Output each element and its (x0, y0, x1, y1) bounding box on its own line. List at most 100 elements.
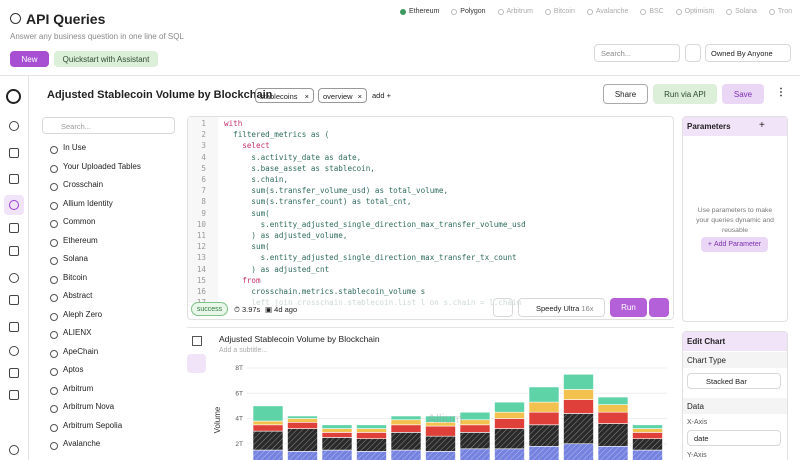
data-label: Data (687, 402, 704, 411)
schema-item[interactable]: Arbitrum Sepolia (63, 420, 123, 430)
chart-view-button[interactable] (187, 354, 206, 373)
new-button[interactable]: New (10, 51, 49, 67)
schema-item[interactable]: ApeChain (63, 346, 99, 356)
code-line: s.activity_date as date, (224, 152, 362, 162)
schema-icon (50, 423, 58, 432)
sort-button[interactable] (685, 44, 701, 62)
schema-item[interactable]: Avalanche (63, 439, 101, 448)
add-tag-label: add (372, 91, 385, 100)
bar-segment (459, 432, 491, 450)
schema-icon (50, 201, 58, 210)
rail-icon[interactable] (9, 346, 19, 356)
bar-segment (425, 451, 456, 460)
run-button[interactable]: Run (610, 298, 647, 317)
chain-option[interactable]: Bitcoin (544, 8, 575, 15)
code-line: with (224, 119, 243, 128)
chain-label: Tron (777, 8, 792, 15)
schema-item[interactable]: Bitcoin (63, 272, 88, 282)
rail-icon[interactable] (9, 322, 19, 332)
bar-segment (356, 451, 387, 460)
y-tick-label: 6T (235, 390, 243, 397)
rail-icon[interactable] (9, 273, 19, 283)
code-line: filtered_metrics as ( (224, 130, 330, 140)
add-tag[interactable]: add + (372, 91, 391, 100)
save-button[interactable]: Save (722, 84, 764, 104)
schema-item[interactable]: Aleph Zero (63, 309, 103, 319)
chain-label: Bitcoin (553, 8, 575, 15)
schema-icon (50, 368, 58, 376)
bar-segment (390, 449, 422, 460)
chain-option[interactable]: Ethereum (400, 8, 439, 15)
chain-option[interactable]: Avalanche (586, 8, 628, 15)
x-axis-dropdown[interactable]: date (687, 430, 781, 446)
rail-icon[interactable] (9, 200, 19, 210)
chain-label: Optimism (684, 8, 715, 15)
schema-item[interactable]: In Use (63, 143, 87, 152)
share-label: Share (614, 89, 637, 99)
bar-segment (252, 424, 284, 432)
schema-item[interactable]: Ethereum (63, 235, 98, 245)
schema-item[interactable]: ALIENX (63, 328, 92, 337)
schema-item[interactable]: Aptos (63, 365, 84, 374)
line-number: 8 (201, 197, 206, 207)
tag[interactable]: overview × (318, 88, 367, 103)
section-header (683, 398, 787, 414)
chart-type-value: Stacked Bar (706, 377, 747, 386)
line-number: 16 (196, 287, 206, 296)
schema-item[interactable]: Your Uploaded Tables (63, 161, 141, 171)
divider (0, 75, 800, 76)
schema-item[interactable]: Crosschain (63, 180, 104, 189)
owner-label: Owned By Anyone (711, 49, 773, 58)
chain-radio (451, 8, 458, 15)
chain-option[interactable]: Optimism (675, 8, 715, 15)
chain-option[interactable]: Tron (768, 8, 792, 15)
rail-icon[interactable] (9, 445, 19, 455)
code-line: s.entity_adjusted_single_direction_max_t… (224, 219, 526, 229)
share-button[interactable]: Share (603, 84, 648, 104)
bar-segment (356, 432, 387, 439)
history-button[interactable] (493, 298, 513, 317)
rail-icon[interactable] (9, 390, 19, 400)
rail-icon[interactable] (9, 368, 19, 378)
bar-segment (252, 420, 284, 426)
schema-item[interactable]: Solana (63, 254, 88, 263)
schema-item[interactable]: Common (63, 217, 96, 226)
run-api-button[interactable]: Run via API (653, 84, 717, 104)
quickstart-button[interactable]: Quickstart with Assistant (54, 51, 158, 67)
bar-segment (494, 411, 525, 419)
parameters-title: Parameters (687, 122, 731, 131)
bar-segment (597, 411, 629, 424)
chain-radio (768, 8, 775, 15)
owner-dropdown[interactable]: Owned By Anyone (705, 44, 791, 62)
more-menu[interactable]: ⋮ (776, 87, 786, 98)
rail-icon[interactable] (9, 295, 19, 305)
rail-icon[interactable] (9, 121, 19, 131)
schema-item[interactable]: Arbitrum (63, 383, 94, 393)
rail-icon[interactable] (9, 246, 19, 256)
duration-label: 3.97s (241, 305, 261, 314)
add-parameter-button[interactable]: + Add Parameter (701, 237, 768, 252)
rail-icon[interactable] (9, 148, 19, 158)
table-view-button[interactable] (192, 336, 202, 346)
schema-icon (50, 164, 58, 173)
bar-segment (252, 405, 284, 422)
rail-icon[interactable] (9, 223, 19, 233)
add-parameter-icon[interactable]: + (759, 120, 765, 131)
edit-chart-title: Edit Chart (687, 337, 726, 346)
line-number: 14 (196, 264, 206, 274)
engine-dropdown[interactable]: Speedy Ultra 16x (518, 298, 605, 317)
save-run-button[interactable] (649, 298, 669, 317)
schema-item[interactable]: Abstract (63, 291, 93, 300)
chain-option[interactable]: Polygon (451, 8, 486, 15)
schema-item[interactable]: Arbitrum Nova (63, 402, 115, 411)
tag[interactable]: stablecoins × (255, 88, 314, 103)
rail-icon[interactable] (9, 174, 19, 184)
line-number: 5 (201, 163, 206, 173)
search-input[interactable]: Search... (594, 44, 680, 62)
schema-item[interactable]: Allium Identity (63, 198, 113, 208)
chain-option[interactable]: Arbitrum (497, 8, 533, 15)
chart-type-dropdown[interactable]: Stacked Bar (687, 373, 781, 389)
chain-option[interactable]: BSC (640, 8, 664, 15)
schema-search[interactable]: Search... (42, 117, 175, 134)
chain-option[interactable]: Solana (726, 8, 757, 15)
